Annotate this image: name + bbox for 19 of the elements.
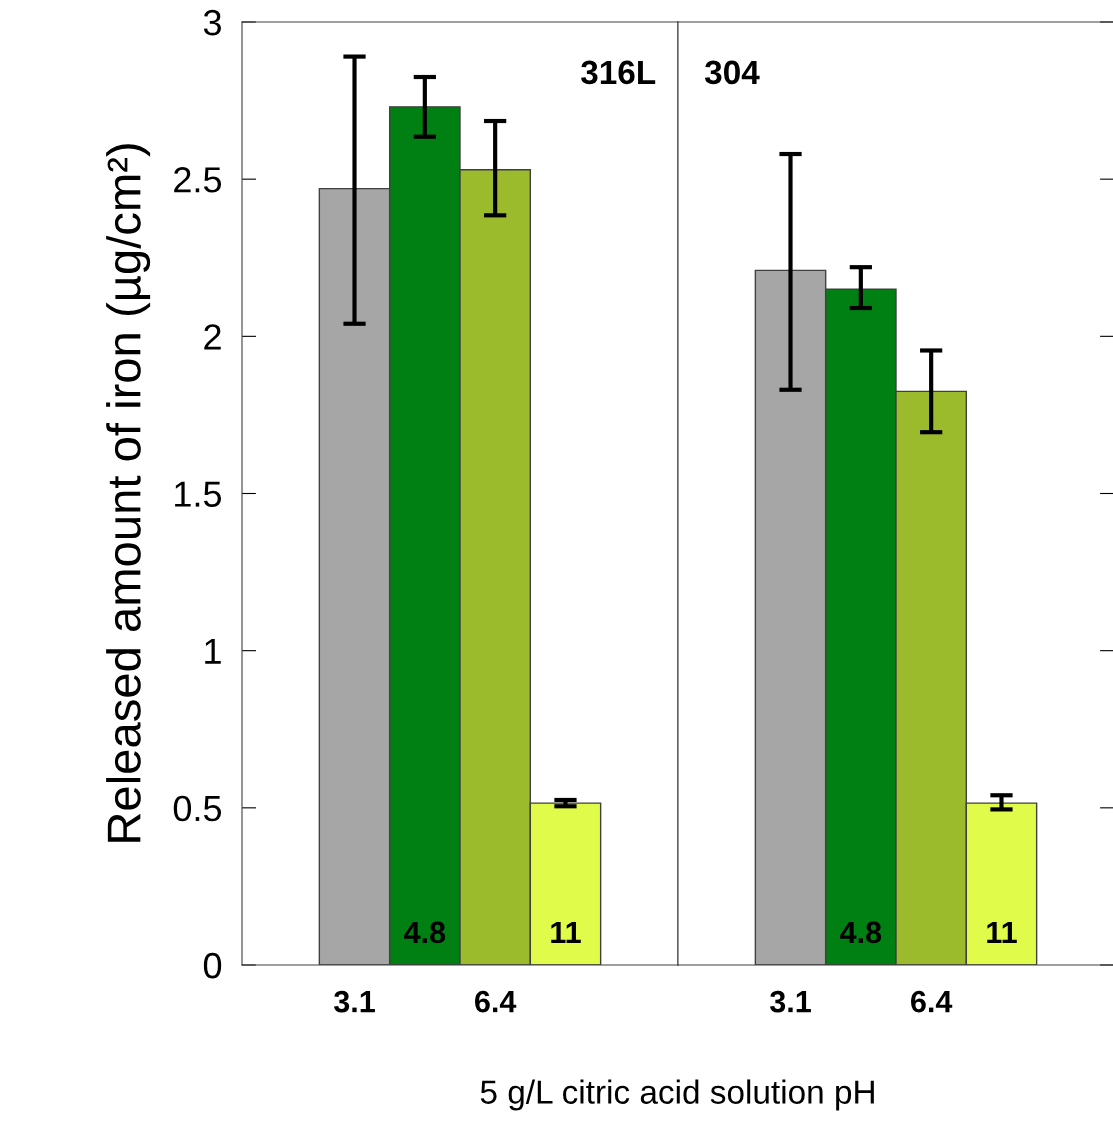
x-tick-label: 4.8 [404,921,446,944]
x-tick-label: 3.1 [769,990,811,1013]
y-tick-label: 0.5 [173,795,222,822]
x-tick-label: 11 [551,921,581,943]
y-tick-label: 1.5 [175,481,222,507]
y-tick-label: 1 [205,638,221,664]
x-tick-label: 11 [987,921,1017,943]
y-tick-label: 3 [203,9,221,36]
y-tick-label: 2 [204,324,221,350]
x-tick-label: 6.4 [475,990,517,1013]
x-tick-label: 6.4 [911,990,953,1013]
y-tick-label: 2.5 [174,167,222,193]
text: 304 [704,60,760,85]
x-axis-title: 5 g/L citric acid solution pH [480,1079,874,1111]
y-axis-title: Released amount of iron (µg/cm²) [106,144,151,842]
x-tick-label: 4.8 [840,921,882,944]
y-tick-label: 0 [203,952,222,979]
text: 316L [581,60,656,85]
x-tick-label: 3.1 [333,990,375,1013]
